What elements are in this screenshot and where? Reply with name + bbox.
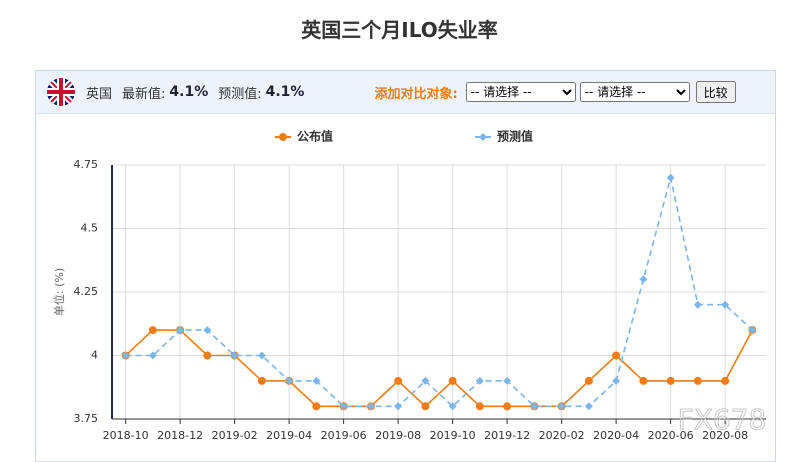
compare-button[interactable]: 比较 bbox=[695, 81, 736, 103]
point bbox=[257, 351, 266, 360]
header-bar: 英国 最新值: 4.1% 预测值: 4.1% 添加对比对象: -- 请选择 --… bbox=[36, 71, 775, 114]
point bbox=[230, 351, 239, 360]
point bbox=[612, 376, 621, 385]
point bbox=[312, 376, 321, 385]
x-tick-label: 2019-02 bbox=[212, 429, 258, 442]
x-tick-label: 2019-08 bbox=[375, 429, 421, 442]
x-tick-label: 2019-06 bbox=[321, 429, 367, 442]
x-tick-label: 2018-12 bbox=[157, 429, 203, 442]
panel: 英国 最新值: 4.1% 预测值: 4.1% 添加对比对象: -- 请选择 --… bbox=[35, 70, 776, 462]
point bbox=[448, 402, 457, 411]
point bbox=[503, 402, 512, 411]
x-tick-label: 2020-04 bbox=[593, 429, 639, 442]
point bbox=[203, 351, 212, 360]
legend-marker bbox=[279, 133, 287, 141]
point bbox=[639, 376, 648, 385]
x-tick-label: 2018-10 bbox=[103, 429, 149, 442]
latest-label: 最新值: bbox=[122, 86, 166, 102]
x-tick-label: 2020-02 bbox=[539, 429, 585, 442]
point bbox=[394, 402, 403, 411]
point bbox=[366, 402, 375, 411]
point bbox=[285, 376, 294, 385]
series-line bbox=[125, 329, 754, 408]
x-tick-label: 2020-08 bbox=[702, 429, 748, 442]
x-tick-label: 2019-12 bbox=[484, 429, 530, 442]
y-axis-label: 单位: (%) bbox=[52, 268, 66, 316]
point bbox=[584, 376, 593, 385]
flag bbox=[47, 78, 75, 106]
point bbox=[721, 376, 730, 385]
legend-marker bbox=[479, 133, 487, 141]
y-tick-label: 4.5 bbox=[81, 222, 99, 235]
point bbox=[584, 402, 593, 411]
point bbox=[666, 376, 675, 385]
point bbox=[639, 275, 648, 284]
point bbox=[421, 402, 430, 411]
latest-value: 4.1% bbox=[169, 84, 209, 100]
forecast-label: 预测值: bbox=[218, 86, 262, 102]
series-line bbox=[125, 177, 753, 408]
point bbox=[612, 351, 621, 360]
point bbox=[448, 376, 457, 385]
point bbox=[339, 402, 348, 411]
x-tick-label: 2019-04 bbox=[266, 429, 312, 442]
point bbox=[748, 326, 757, 335]
point bbox=[693, 376, 702, 385]
point bbox=[693, 300, 702, 309]
chart-title: 英国三个月ILO失业率 bbox=[301, 18, 498, 42]
y-tick-label: 4.25 bbox=[74, 285, 99, 298]
y-tick-label: 3.75 bbox=[74, 412, 99, 425]
point bbox=[421, 376, 430, 385]
point bbox=[312, 402, 321, 411]
point bbox=[148, 326, 157, 335]
point bbox=[666, 173, 675, 182]
point bbox=[148, 351, 157, 360]
y-tick-label: 4.75 bbox=[74, 158, 99, 171]
point bbox=[257, 376, 266, 385]
point bbox=[176, 326, 185, 335]
watermark: FX678 bbox=[678, 403, 767, 436]
point bbox=[503, 376, 512, 385]
country: 英国 bbox=[86, 86, 113, 102]
point bbox=[203, 326, 212, 335]
x-tick-label: 2020-06 bbox=[648, 429, 694, 442]
compare-label: 添加对比对象: bbox=[374, 86, 458, 102]
legend-label: 预测值 bbox=[497, 129, 533, 144]
x-tick-label: 2019-10 bbox=[430, 429, 476, 442]
point bbox=[721, 300, 730, 309]
point bbox=[557, 402, 566, 411]
point bbox=[121, 351, 130, 360]
compare-select[interactable]: -- 请选择 -- bbox=[579, 82, 690, 102]
point bbox=[530, 402, 539, 411]
forecast-value: 4.1% bbox=[265, 84, 305, 100]
legend-label: 公布值 bbox=[297, 129, 333, 144]
compare-select[interactable]: -- 请选择 -- bbox=[465, 82, 576, 102]
point bbox=[475, 376, 484, 385]
y-tick-label: 4 bbox=[91, 349, 98, 362]
point bbox=[394, 376, 403, 385]
point bbox=[475, 402, 484, 411]
